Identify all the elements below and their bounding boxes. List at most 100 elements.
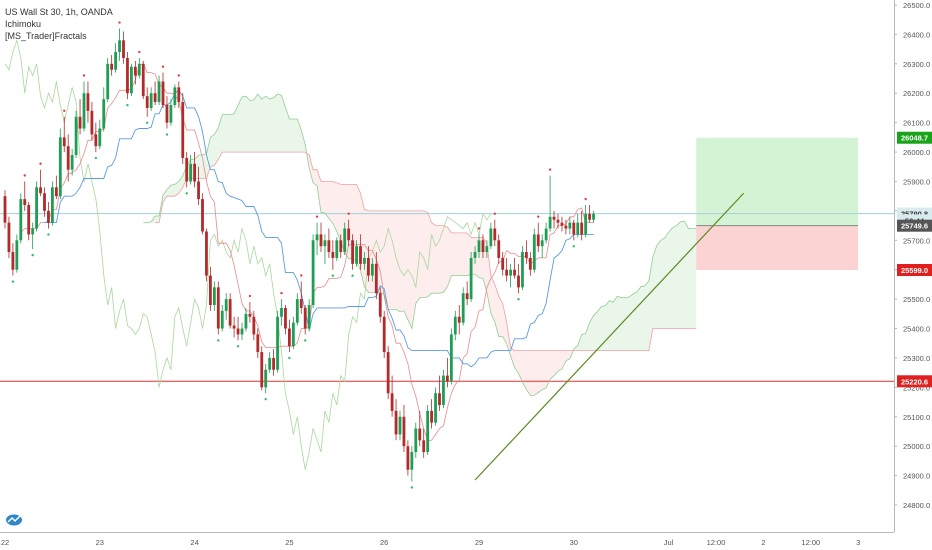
kumo-segment: [463, 232, 468, 276]
kumo-segment: [554, 350, 558, 376]
kumo-segment: [585, 322, 590, 351]
candle: [110, 55, 114, 76]
candle-body: [485, 246, 489, 253]
price-badge: 25220.6: [897, 375, 932, 388]
candle-body: [244, 313, 248, 329]
candle: [548, 175, 552, 232]
candle: [449, 328, 453, 385]
candle-body: [351, 240, 354, 264]
kumo-segment: [234, 105, 239, 153]
candle: [177, 81, 181, 108]
candle: [220, 305, 224, 332]
kumo-segment: [530, 350, 535, 396]
kumo-segment: [561, 350, 566, 369]
candle: [560, 216, 564, 232]
candle: [106, 57, 110, 103]
candle-body: [359, 246, 362, 264]
fractal-up-marker: [248, 294, 252, 298]
candle-body: [193, 163, 196, 182]
y-tick-label: 25300.0: [903, 354, 930, 363]
candle: [295, 293, 299, 326]
kumo-segment: [273, 93, 278, 153]
candle-body: [153, 93, 157, 103]
candle-body: [453, 316, 457, 335]
candle: [544, 222, 548, 244]
x-tick-label: 22: [1, 538, 9, 547]
candle-body: [137, 63, 141, 76]
candle-body: [280, 307, 283, 317]
candle-body: [525, 252, 528, 258]
chart-legend: US Wall St 30, 1h, OANDA Ichimoku [MS_Tr…: [5, 6, 113, 42]
candle: [438, 375, 441, 411]
kumo-segment: [522, 350, 527, 390]
candle-body: [114, 52, 117, 70]
candle-body: [70, 155, 74, 170]
kumo-segment: [317, 169, 321, 213]
kumo-segment: [676, 221, 681, 329]
candle-body: [51, 187, 54, 223]
candle: [264, 363, 268, 394]
candle: [339, 234, 343, 258]
candle-body: [323, 240, 327, 247]
kumo-segment: [660, 238, 665, 329]
candle: [442, 369, 445, 408]
candle-body: [145, 96, 149, 108]
candle-body: [122, 40, 125, 58]
candle-body: [66, 146, 70, 170]
candle: [540, 234, 544, 258]
kumo-segment: [692, 228, 697, 329]
y-tick-label: 25000.0: [903, 442, 930, 451]
candle: [378, 287, 382, 323]
candle-body: [335, 240, 339, 258]
candle-body: [303, 307, 307, 329]
fractal-up-marker: [584, 197, 587, 201]
candle-body: [572, 222, 576, 235]
indicator-fractals[interactable]: [MS_Trader]Fractals: [5, 31, 87, 41]
candle-body: [457, 316, 461, 323]
y-tick-label: 25500.0: [903, 295, 930, 304]
candle-body: [291, 322, 295, 347]
candle: [501, 252, 505, 276]
candle-body: [422, 440, 426, 453]
kumo-segment: [617, 296, 622, 351]
kumo-segment: [652, 245, 657, 329]
candle: [528, 252, 532, 276]
candle: [469, 252, 473, 303]
symbol-title[interactable]: US Wall St 30, 1h, OANDA: [5, 7, 113, 17]
candle: [406, 440, 410, 476]
kumo-segment: [297, 118, 302, 153]
indicator-ichimoku[interactable]: Ichimoku: [5, 19, 42, 29]
candle-body: [517, 275, 520, 288]
candle: [351, 234, 354, 270]
kumo-segment: [514, 350, 519, 374]
kumo-segment: [328, 181, 333, 224]
kumo-segment: [680, 221, 685, 329]
x-tick-label: 3: [856, 538, 860, 547]
candle: [78, 99, 82, 135]
candle: [323, 234, 327, 264]
candle-body: [252, 316, 256, 335]
candle-body: [568, 222, 572, 229]
candle-body: [209, 275, 212, 305]
candle: [584, 205, 588, 238]
candle-body: [236, 328, 240, 335]
candle: [145, 87, 149, 117]
candle-body: [284, 307, 287, 329]
kumo-segment: [648, 257, 653, 351]
candle-body: [319, 234, 323, 247]
candle: [327, 228, 331, 258]
kumo-segment: [542, 350, 547, 390]
price-badge: 25599.0: [897, 264, 932, 276]
candle: [319, 222, 323, 253]
candle-body: [402, 416, 406, 447]
x-tick-label: Jul: [664, 538, 674, 547]
fractal-up-marker: [23, 174, 26, 177]
candle-body: [382, 316, 386, 353]
candle-body: [426, 410, 430, 453]
candle: [485, 240, 489, 258]
kumo-segment: [688, 228, 693, 329]
candle-body: [264, 369, 268, 388]
fractal-up-marker: [493, 212, 496, 215]
